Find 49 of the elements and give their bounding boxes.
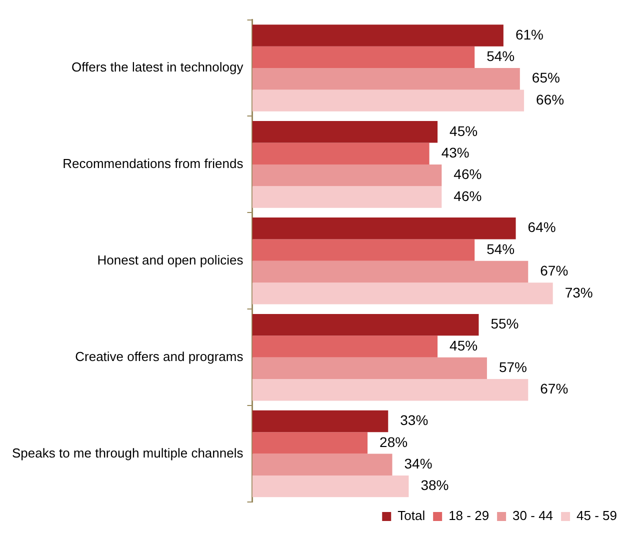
data-label: 45% — [450, 122, 478, 139]
data-label: 73% — [564, 284, 593, 300]
y-tick-label: Creative offers and programs — [75, 348, 244, 364]
data-label: 57% — [498, 359, 527, 376]
bar — [252, 121, 438, 143]
legend-label: 18 - 29 — [448, 508, 490, 524]
bar — [252, 282, 553, 304]
bar — [252, 218, 516, 240]
bar — [252, 24, 504, 46]
data-label: 67% — [540, 380, 568, 397]
bar — [252, 432, 368, 454]
bar — [252, 239, 475, 261]
data-label: 46% — [454, 188, 482, 204]
bar — [252, 164, 442, 186]
legend-label: 45 - 59 — [576, 508, 618, 524]
bar — [252, 410, 388, 432]
bar — [252, 454, 392, 476]
bar — [252, 90, 524, 112]
data-label: 55% — [490, 316, 519, 332]
bar — [252, 336, 438, 358]
y-tick-label: Speaks to me through multiple channels — [12, 445, 244, 460]
data-label: 54% — [486, 240, 515, 257]
data-label: 34% — [404, 455, 432, 472]
bar — [252, 475, 409, 498]
bar — [252, 357, 487, 380]
data-label: 66% — [536, 91, 564, 108]
bar — [252, 46, 475, 68]
bar — [252, 68, 520, 90]
data-label: 65% — [532, 70, 560, 86]
data-label: 43% — [441, 144, 470, 160]
data-label: 33% — [400, 412, 428, 428]
data-label: 54% — [486, 48, 515, 64]
data-label: 61% — [515, 26, 544, 42]
bar — [252, 379, 528, 401]
bar — [252, 142, 430, 164]
bar — [252, 186, 442, 208]
y-tick-label: Offers the latest in technology — [71, 60, 244, 75]
bar — [252, 260, 528, 283]
data-label: 46% — [454, 166, 482, 182]
legend-label: Total — [398, 508, 426, 524]
data-label: 28% — [380, 434, 408, 450]
data-label: 67% — [540, 262, 568, 279]
y-tick-label: Recommendations from friends — [62, 156, 244, 172]
data-label: 45% — [450, 337, 478, 354]
data-label: 64% — [528, 219, 556, 236]
data-label: 38% — [420, 477, 449, 494]
bar — [252, 314, 479, 336]
legend-label: 30 - 44 — [512, 508, 554, 524]
y-tick-label: Honest and open policies — [97, 252, 244, 268]
